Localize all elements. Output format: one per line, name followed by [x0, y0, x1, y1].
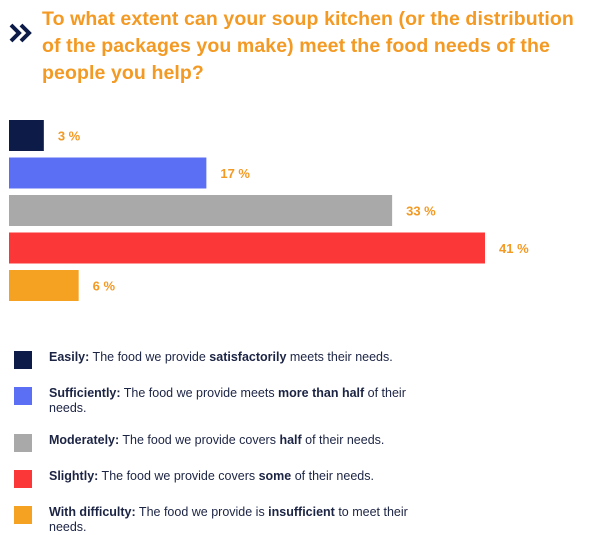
bar-moderately [9, 195, 393, 226]
legend-swatch [14, 434, 32, 452]
bar-with-difficulty [9, 270, 79, 301]
legend-item: With difficulty: The food we provide is … [14, 505, 594, 535]
legend-swatch [14, 470, 32, 488]
bar-sufficiently [9, 157, 207, 189]
legend-item: Sufficiently: The food we provide meets … [14, 386, 594, 416]
bar-value-label: 17 % [220, 166, 250, 181]
legend-text: With difficulty: The food we provide is … [49, 505, 408, 534]
bar-easily [9, 120, 44, 151]
legend-item: Moderately: The food we provide covers h… [14, 433, 594, 452]
legend-item: Easily: The food we provide satisfactori… [14, 350, 594, 369]
header: To what extent can your soup kitchen (or… [8, 6, 596, 87]
legend-swatch [14, 387, 32, 405]
legend-text: Easily: The food we provide satisfactori… [49, 350, 393, 364]
bar-value-label: 6 % [93, 279, 116, 294]
legend-lead: Slightly: [49, 469, 99, 483]
bar-chart: 3 % 17 % 33 % 41 % 6 % [9, 120, 529, 301]
legend-text: Slightly: The food we provide covers som… [49, 469, 374, 483]
bar-value-label: 41 % [499, 241, 529, 256]
chart-title: To what extent can your soup kitchen (or… [42, 8, 574, 84]
bar-value-label: 33 % [406, 204, 436, 219]
double-chevron-right-icon [9, 23, 32, 43]
legend-lead: Easily: [49, 350, 90, 364]
legend-text: Sufficiently: The food we provide meets … [49, 386, 406, 415]
bar-value-label: 3 % [58, 129, 81, 144]
legend-lead: Sufficiently: [49, 386, 121, 400]
legend: Easily: The food we provide satisfactori… [14, 350, 594, 535]
legend-lead: With difficulty: [49, 505, 136, 519]
legend-item: Slightly: The food we provide covers som… [14, 469, 594, 488]
legend-swatch [14, 351, 32, 369]
bar-slightly [9, 232, 485, 264]
legend-lead: Moderately: [49, 433, 120, 447]
legend-swatch [14, 506, 32, 524]
legend-text: Moderately: The food we provide covers h… [49, 433, 385, 447]
